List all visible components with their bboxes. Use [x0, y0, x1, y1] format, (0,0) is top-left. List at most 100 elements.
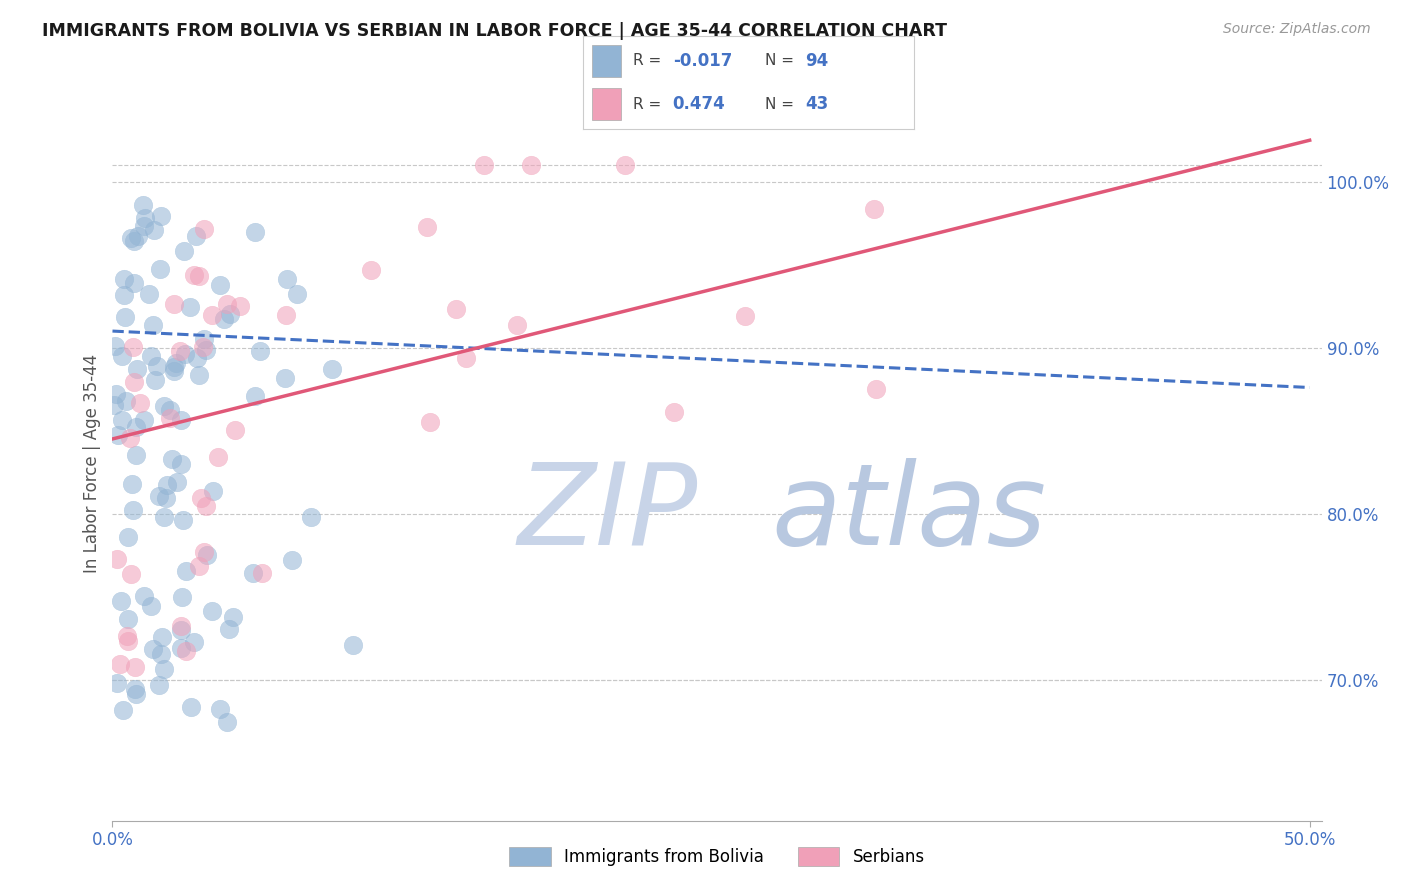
Point	[143, 373, 166, 387]
Point	[209, 702, 232, 716]
Point	[139, 349, 162, 363]
Point	[127, 361, 149, 376]
Point	[193, 332, 215, 346]
Point	[173, 244, 195, 259]
Point	[662, 405, 685, 419]
Point	[224, 423, 246, 437]
Point	[176, 644, 198, 658]
Point	[148, 678, 170, 692]
Point	[183, 635, 205, 649]
Point	[222, 610, 245, 624]
Text: 43: 43	[804, 95, 828, 113]
Text: R =: R =	[633, 54, 666, 69]
Point	[197, 548, 219, 562]
Point	[180, 700, 202, 714]
Legend: Immigrants from Bolivia, Serbians: Immigrants from Bolivia, Serbians	[503, 840, 931, 873]
Point	[179, 300, 201, 314]
Point	[146, 359, 169, 373]
Point	[212, 312, 235, 326]
Point	[249, 343, 271, 358]
Point	[163, 297, 186, 311]
Text: IMMIGRANTS FROM BOLIVIA VS SERBIAN IN LABOR FORCE | AGE 35-44 CORRELATION CHART: IMMIGRANTS FROM BOLIVIA VS SERBIAN IN LA…	[42, 22, 948, 40]
Point	[186, 351, 208, 366]
Point	[360, 263, 382, 277]
Point	[153, 510, 176, 524]
Point	[134, 412, 156, 426]
Point	[342, 638, 364, 652]
Point	[170, 619, 193, 633]
Point	[120, 431, 142, 445]
Text: R =: R =	[633, 96, 666, 112]
Point	[506, 318, 529, 332]
Point	[150, 210, 173, 224]
Point	[454, 351, 477, 365]
Point	[172, 513, 194, 527]
Point	[149, 261, 172, 276]
Point	[194, 499, 217, 513]
Point	[156, 477, 179, 491]
Point	[201, 308, 224, 322]
Point	[215, 714, 238, 729]
Point	[124, 681, 146, 696]
Point	[218, 307, 240, 321]
FancyBboxPatch shape	[592, 45, 621, 77]
Point	[173, 347, 195, 361]
Point	[111, 413, 134, 427]
Point	[195, 343, 218, 357]
Point	[217, 297, 239, 311]
Point	[117, 612, 139, 626]
Point	[117, 633, 139, 648]
Point	[276, 272, 298, 286]
Point	[129, 396, 152, 410]
Text: 94: 94	[804, 52, 828, 70]
Point	[170, 457, 193, 471]
Point	[245, 225, 267, 239]
Point	[122, 340, 145, 354]
Point	[134, 211, 156, 225]
Point	[188, 269, 211, 284]
Point	[865, 382, 887, 396]
Point	[125, 687, 148, 701]
Point	[444, 301, 467, 316]
Point	[111, 703, 134, 717]
Text: atlas: atlas	[772, 458, 1046, 569]
Point	[166, 475, 188, 490]
Point	[142, 641, 165, 656]
Point	[228, 298, 250, 312]
Point	[218, 622, 240, 636]
Point	[110, 593, 132, 607]
Point	[193, 222, 215, 236]
Point	[103, 398, 125, 412]
Point	[188, 368, 211, 382]
Point	[519, 158, 541, 172]
Point	[149, 647, 172, 661]
Point	[115, 629, 138, 643]
Y-axis label: In Labor Force | Age 35-44: In Labor Force | Age 35-44	[83, 354, 101, 574]
Point	[122, 375, 145, 389]
Point	[105, 552, 128, 566]
Point	[281, 553, 304, 567]
Point	[122, 502, 145, 516]
Point	[176, 564, 198, 578]
Point	[186, 229, 208, 244]
Point	[208, 278, 231, 293]
Point	[160, 451, 183, 466]
Point	[163, 360, 186, 375]
Point	[152, 399, 174, 413]
Point	[242, 566, 264, 581]
Text: Source: ZipAtlas.com: Source: ZipAtlas.com	[1223, 22, 1371, 37]
Point	[207, 450, 229, 465]
Point	[142, 318, 165, 333]
Point	[132, 198, 155, 212]
Point	[416, 220, 439, 235]
Point	[124, 276, 146, 290]
Point	[141, 599, 163, 614]
Point	[201, 605, 224, 619]
Point	[201, 483, 224, 498]
Point	[159, 403, 181, 417]
Point	[190, 491, 212, 505]
Point	[122, 234, 145, 248]
Point	[165, 356, 187, 370]
Point	[111, 349, 134, 363]
Point	[117, 530, 139, 544]
